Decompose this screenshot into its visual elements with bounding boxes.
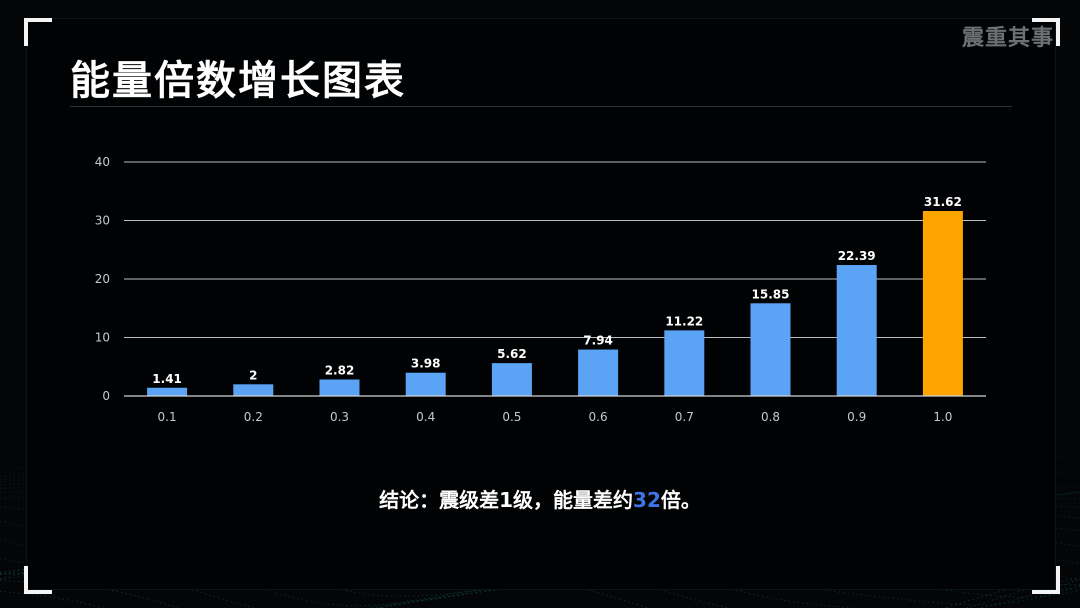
corner-bracket-top-right [1032,18,1060,46]
x-tick-label: 0.9 [847,410,866,424]
data-label: 22.39 [838,249,876,263]
x-tick-label: 0.8 [761,410,780,424]
x-tick-label: 1.0 [933,410,952,424]
bar [922,211,963,396]
conclusion-text: 结论：震级差1级，能量差约32倍。 [0,484,1080,513]
y-tick-label: 40 [95,155,110,169]
conclusion-highlight-number: 32 [633,488,661,512]
bar [147,387,188,396]
data-label: 15.85 [752,287,790,301]
data-label: 2 [249,368,257,382]
x-tick-label: 0.2 [244,410,263,424]
x-tick-label: 0.5 [502,410,521,424]
data-label: 2.82 [325,364,355,378]
bar [578,349,619,396]
x-tick-label: 0.3 [330,410,349,424]
y-tick-label: 30 [95,214,110,228]
data-label: 11.22 [665,314,703,328]
content-panel [26,18,1056,590]
data-label: 1.41 [152,372,182,386]
conclusion-prefix: 结论：震级差1级，能量差约 [379,488,634,512]
x-tick-label: 0.7 [675,410,694,424]
x-tick-label: 0.4 [416,410,435,424]
data-label: 5.62 [497,347,527,361]
data-label: 7.94 [583,334,613,348]
watermark-logo: 震重其事 [961,26,1054,51]
conclusion-suffix: 倍。 [660,488,701,512]
page-title: 能量倍数增长图表 [70,58,406,104]
bar [233,384,274,396]
title-divider [70,106,1012,107]
bar [664,330,705,396]
corner-bracket-bottom-right [1032,566,1060,594]
data-label: 3.98 [411,357,441,371]
data-label: 31.62 [924,195,962,209]
bar [319,379,360,396]
bar [836,265,877,396]
y-tick-label: 20 [95,272,110,286]
y-tick-label: 10 [95,331,110,345]
bar [405,372,446,396]
y-tick-label: 0 [102,389,110,403]
corner-bracket-top-left [24,18,52,46]
bar [750,303,791,396]
x-tick-label: 0.6 [589,410,608,424]
bar [491,363,532,396]
x-tick-label: 0.1 [158,410,177,424]
corner-bracket-bottom-left [24,566,52,594]
